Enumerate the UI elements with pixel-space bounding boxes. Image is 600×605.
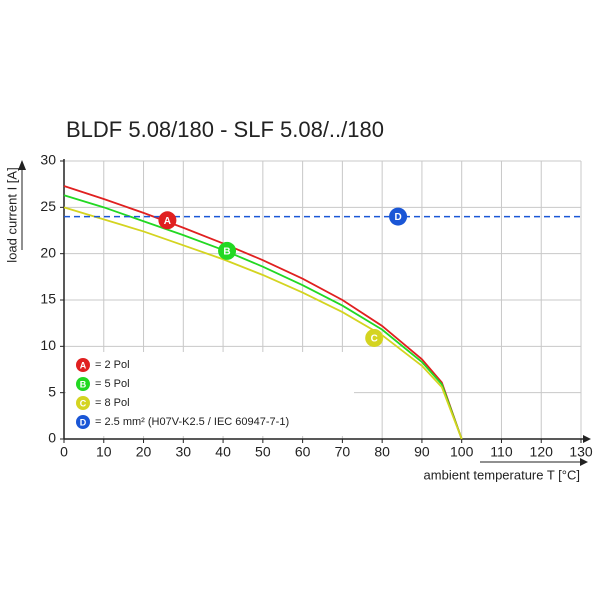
legend-label: = 2.5 mm² (H07V-K2.5 / IEC 60947-7-1) xyxy=(95,416,289,428)
legend-marker xyxy=(76,358,90,372)
legend-marker-label: C xyxy=(80,398,87,408)
x-tick-label: 40 xyxy=(215,444,231,460)
x-tick-label: 110 xyxy=(490,444,513,460)
marker-label: A xyxy=(164,216,171,227)
x-axis-label: ambient temperature T [°C] xyxy=(424,467,580,482)
x-tick-label: 80 xyxy=(374,444,390,460)
legend-marker xyxy=(76,415,90,429)
x-tick-label: 120 xyxy=(530,444,554,460)
x-tick-label: 90 xyxy=(414,444,430,460)
marker-label: B xyxy=(223,247,230,258)
legend-marker xyxy=(76,377,90,391)
legend-marker-label: B xyxy=(80,379,87,389)
legend-label: = 5 Pol xyxy=(95,378,130,390)
x-axis-arrow xyxy=(583,435,591,443)
y-tick-label: 30 xyxy=(40,152,56,168)
legend-background xyxy=(66,352,354,436)
y-label-arrow xyxy=(18,160,26,170)
y-tick-label: 15 xyxy=(40,291,56,307)
x-tick-label: 30 xyxy=(176,444,192,460)
legend-marker-label: D xyxy=(80,417,87,427)
series-line xyxy=(63,206,463,440)
series-marker xyxy=(158,211,177,230)
series-line xyxy=(63,194,463,440)
series-marker xyxy=(218,241,237,260)
series-marker xyxy=(389,207,408,226)
legend-label: = 2 Pol xyxy=(95,359,130,371)
marker-label: C xyxy=(371,334,378,345)
chart-title: BLDF 5.08/180 - SLF 5.08/../180 xyxy=(66,117,384,142)
y-tick-label: 10 xyxy=(40,337,56,353)
y-tick-label: 0 xyxy=(48,430,56,446)
y-axis-label: load current I [A] xyxy=(4,167,19,262)
x-tick-label: 10 xyxy=(96,444,112,460)
marker-label: D xyxy=(394,212,401,223)
x-tick-label: 100 xyxy=(450,444,474,460)
series-marker xyxy=(365,328,384,347)
y-tick-label: 25 xyxy=(40,198,56,214)
x-tick-label: 0 xyxy=(60,444,68,460)
series-line xyxy=(63,185,463,440)
legend-label: = 8 Pol xyxy=(95,397,130,409)
y-tick-label: 20 xyxy=(40,244,56,260)
x-tick-label: 50 xyxy=(255,444,271,460)
legend-marker-label: A xyxy=(80,360,87,370)
y-tick-label: 5 xyxy=(48,383,56,399)
x-tick-label: 20 xyxy=(136,444,152,460)
x-tick-label: 130 xyxy=(569,444,593,460)
x-tick-label: 60 xyxy=(295,444,311,460)
x-label-arrow xyxy=(580,458,588,466)
x-tick-label: 70 xyxy=(335,444,351,460)
legend-marker xyxy=(76,396,90,410)
x-label-background xyxy=(398,462,588,488)
